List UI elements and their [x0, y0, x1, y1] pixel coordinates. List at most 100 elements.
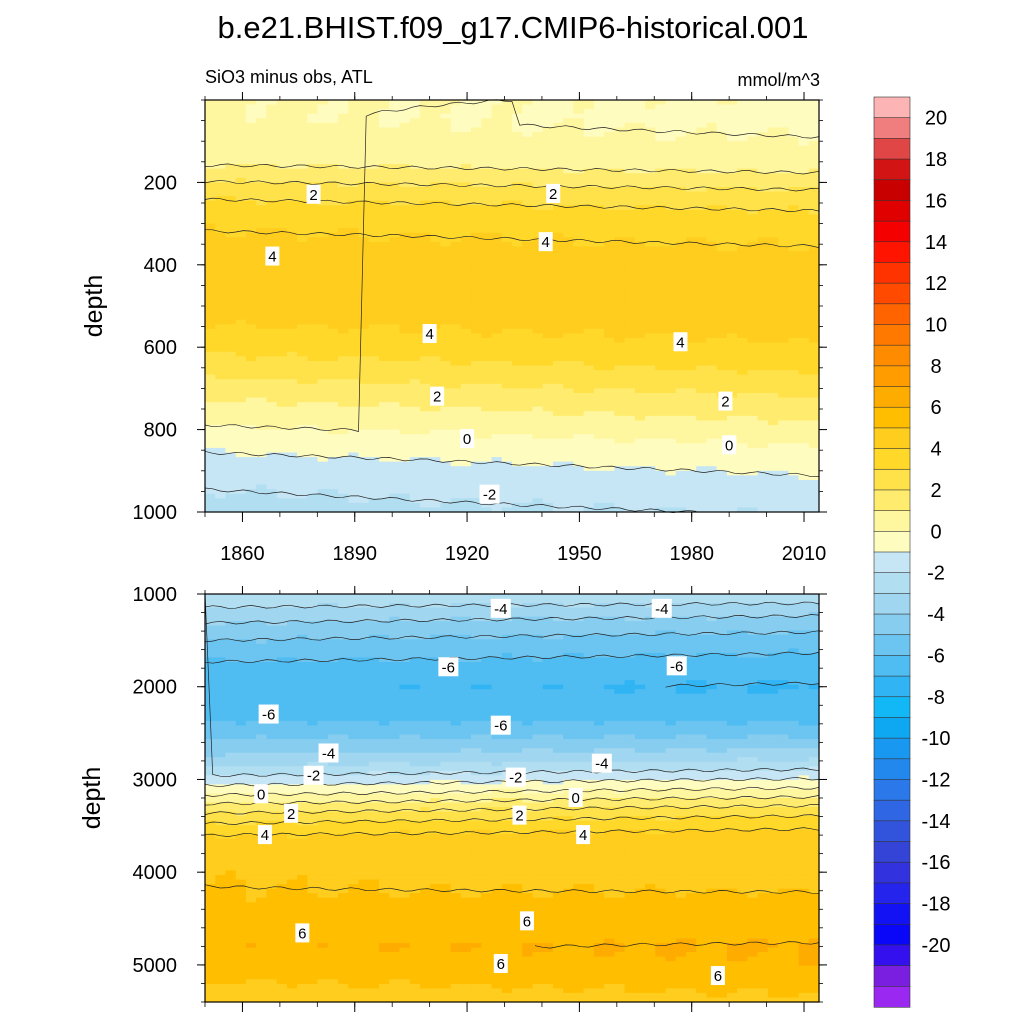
- contour-cell: [276, 209, 288, 216]
- contour-cell: [747, 310, 759, 316]
- contour-cell: [327, 402, 339, 408]
- contour-cell: [317, 100, 329, 106]
- contour-cell: [256, 109, 267, 115]
- contour-cell: [399, 415, 411, 422]
- contour-cell: [307, 370, 319, 376]
- contour-cell: [286, 360, 298, 367]
- contour-cell: [481, 264, 493, 270]
- contour-cell: [297, 379, 308, 385]
- contour-cell: [696, 301, 708, 307]
- contour-cell: [573, 338, 585, 344]
- contour-cell: [604, 200, 615, 206]
- contour-cell: [205, 319, 216, 325]
- contour-cell: [655, 365, 667, 371]
- contour-cell: [327, 237, 339, 243]
- contour-cell: [450, 154, 462, 161]
- contour-cell: [348, 402, 360, 408]
- contour-cell: [419, 388, 431, 394]
- contour-cell: [737, 470, 748, 476]
- contour-cell: [716, 333, 728, 339]
- contour-cell: [256, 145, 267, 151]
- contour-cell: [266, 447, 278, 454]
- contour-cell: [205, 425, 216, 431]
- contour-cell: [604, 388, 615, 394]
- contour-cell: [563, 360, 574, 367]
- contour-cell: [655, 342, 667, 348]
- contour-cell: [645, 338, 656, 344]
- contour-cell: [256, 132, 267, 138]
- contour-cell: [276, 475, 288, 481]
- contour-cell: [645, 196, 656, 202]
- contour-cell: [563, 154, 574, 161]
- contour-cell: [471, 296, 482, 303]
- contour-cell: [430, 457, 441, 463]
- contour-cell: [778, 379, 789, 385]
- contour-cell: [419, 118, 431, 124]
- contour-cell: [419, 164, 431, 170]
- contour-cell: [450, 200, 462, 206]
- contour-cell: [348, 319, 360, 325]
- contour-cell: [552, 365, 564, 371]
- contour-cell: [481, 145, 493, 151]
- contour-cell: [358, 141, 370, 147]
- contour-cell: [706, 296, 718, 303]
- contour-cell: [266, 328, 278, 335]
- contour-cell: [614, 310, 626, 316]
- contour-cell: [645, 342, 656, 348]
- contour-cell: [737, 338, 748, 344]
- contour-cell: [788, 452, 800, 458]
- contour-cell: [512, 306, 523, 312]
- contour-cell: [338, 356, 349, 362]
- contour-cell: [655, 205, 667, 211]
- contour-cell: [675, 228, 687, 234]
- contour-cell: [256, 251, 267, 257]
- contour-cell: [327, 113, 339, 119]
- contour-cell: [215, 365, 227, 371]
- contour-cell: [368, 365, 380, 371]
- contour-cell: [276, 443, 288, 449]
- contour-cell: [481, 406, 493, 412]
- contour-cell: [338, 109, 349, 115]
- contour-cell: [593, 109, 605, 115]
- contour-cell: [409, 209, 421, 216]
- contour-cell: [583, 392, 595, 399]
- contour-cell: [235, 150, 247, 156]
- contour-cell: [430, 452, 441, 458]
- contour-cell: [778, 159, 789, 165]
- contour-cell: [726, 379, 738, 385]
- contour-cell: [378, 260, 390, 266]
- contour-cell: [419, 132, 431, 138]
- contour-cell: [512, 132, 523, 138]
- contour-cell: [624, 205, 636, 211]
- contour-cell: [225, 351, 237, 357]
- contour-cell: [338, 306, 349, 312]
- contour-cell: [788, 255, 800, 261]
- contour-cell: [604, 461, 615, 467]
- contour-cell: [307, 306, 319, 312]
- contour-cell: [297, 113, 308, 119]
- contour-cell: [471, 173, 482, 179]
- contour-cell: [276, 360, 288, 367]
- contour-cell: [297, 328, 308, 335]
- contour-cell: [624, 209, 636, 216]
- contour-cell: [378, 145, 390, 151]
- contour-cell: [430, 383, 441, 389]
- contour-cell: [256, 406, 267, 412]
- contour-cell: [655, 475, 667, 481]
- contour-cell: [501, 214, 513, 220]
- contour-cell: [389, 260, 401, 266]
- contour-cell: [552, 457, 564, 463]
- contour-cell: [215, 191, 227, 197]
- contour-cell: [808, 283, 820, 289]
- contour-cell: [726, 150, 738, 156]
- contour-cell: [317, 287, 329, 293]
- contour-cell: [378, 173, 390, 179]
- contour-cell: [409, 356, 421, 362]
- contour-cell: [286, 219, 298, 225]
- contour-cell: [358, 246, 370, 252]
- contour-cell: [624, 150, 636, 156]
- contour-cell: [327, 283, 339, 289]
- contour-cell: [675, 122, 687, 129]
- contour-cell: [726, 306, 738, 312]
- contour-cell: [378, 283, 390, 289]
